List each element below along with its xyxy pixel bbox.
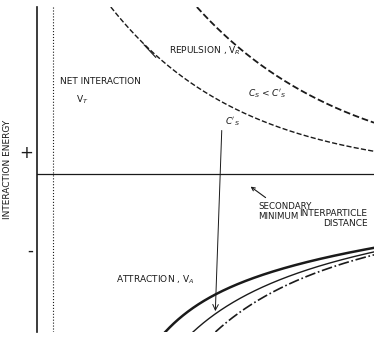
Text: $C_S$ < $C'_S$: $C_S$ < $C'_S$	[248, 87, 287, 100]
Text: ATTRACTION , V$_A$: ATTRACTION , V$_A$	[116, 273, 195, 286]
Text: REPULSION , V$_R$: REPULSION , V$_R$	[169, 44, 241, 57]
Text: +: +	[19, 144, 33, 162]
Text: $C'_S$: $C'_S$	[225, 115, 240, 128]
Text: -: -	[27, 242, 33, 260]
Text: SECONDARY
MINIMUM: SECONDARY MINIMUM	[251, 187, 312, 221]
Text: INTERACTION ENERGY: INTERACTION ENERGY	[3, 120, 12, 219]
Text: INTERPARTICLE
DISTANCE: INTERPARTICLE DISTANCE	[299, 208, 367, 228]
Text: NET INTERACTION: NET INTERACTION	[60, 77, 141, 86]
Text: V$_T$: V$_T$	[76, 94, 89, 106]
